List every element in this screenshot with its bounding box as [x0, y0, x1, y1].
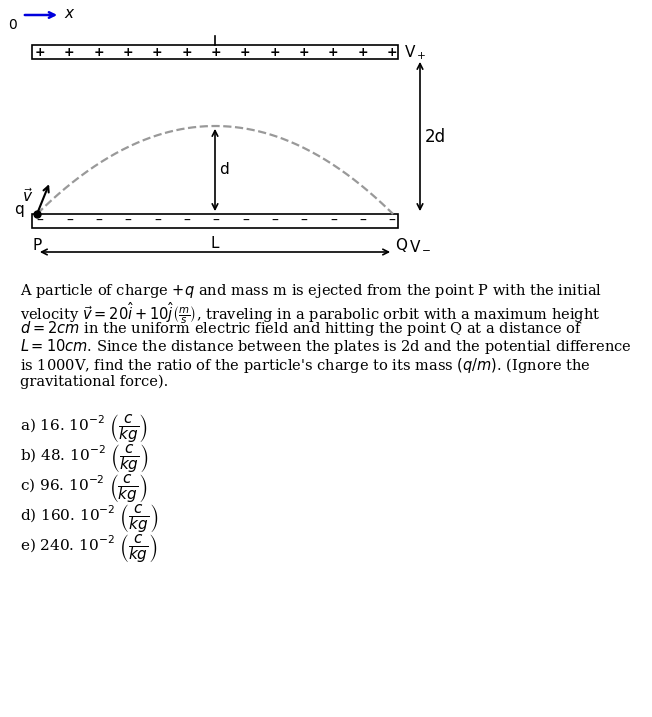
Text: –: – — [242, 214, 249, 228]
Text: –: – — [213, 214, 220, 228]
Text: e) 240. 10$^{-2}$ $\left(\dfrac{c}{kg}\right)$: e) 240. 10$^{-2}$ $\left(\dfrac{c}{kg}\r… — [20, 532, 158, 565]
Text: 0: 0 — [8, 18, 17, 32]
Text: x: x — [64, 6, 73, 21]
Text: q: q — [14, 201, 24, 217]
Text: +: + — [357, 45, 368, 59]
Text: +: + — [35, 45, 45, 59]
Text: +: + — [181, 45, 192, 59]
Text: Q: Q — [395, 238, 407, 253]
Text: +: + — [211, 45, 221, 59]
Text: c) 96. 10$^{-2}$ $\left(\dfrac{c}{kg}\right)$: c) 96. 10$^{-2}$ $\left(\dfrac{c}{kg}\ri… — [20, 472, 147, 505]
Text: –: – — [154, 214, 161, 228]
Text: +: + — [387, 45, 397, 59]
Text: +: + — [123, 45, 133, 59]
Text: A particle of charge $+q$ and mass m is ejected from the point P with the initia: A particle of charge $+q$ and mass m is … — [20, 282, 602, 300]
Text: –: – — [359, 214, 366, 228]
Text: P: P — [33, 238, 42, 253]
Text: +: + — [269, 45, 280, 59]
Text: gravitational force).: gravitational force). — [20, 374, 168, 389]
Text: +: + — [152, 45, 162, 59]
Text: –: – — [37, 214, 44, 228]
Text: +: + — [299, 45, 309, 59]
Text: V$_+$: V$_+$ — [404, 43, 426, 62]
Text: $L = 10cm$. Since the distance between the plates is 2d and the potential differ: $L = 10cm$. Since the distance between t… — [20, 338, 632, 356]
Text: –: – — [271, 214, 278, 228]
Text: V$_-$: V$_-$ — [409, 238, 432, 253]
Text: –: – — [183, 214, 190, 228]
Text: $\vec{v}$: $\vec{v}$ — [22, 187, 33, 205]
Text: d: d — [219, 163, 229, 178]
Bar — [32, 45, 398, 59]
Text: is 1000V, find the ratio of the particle's charge to its mass $(q/m)$. (Ignore t: is 1000V, find the ratio of the particle… — [20, 356, 591, 375]
Text: $d = 2cm$ in the uniform electric field and hitting the point Q at a distance of: $d = 2cm$ in the uniform electric field … — [20, 319, 583, 338]
Text: b) 48. 10$^{-2}$ $\left(\dfrac{c}{kg}\right)$: b) 48. 10$^{-2}$ $\left(\dfrac{c}{kg}\ri… — [20, 442, 149, 475]
Text: –: – — [95, 214, 102, 228]
Text: –: – — [389, 214, 395, 228]
Text: a) 16. 10$^{-2}$ $\left(\dfrac{c}{kg}\right)$: a) 16. 10$^{-2}$ $\left(\dfrac{c}{kg}\ri… — [20, 412, 148, 445]
Text: +: + — [64, 45, 74, 59]
Text: velocity $\vec{v} = 20\hat{i} + 10\hat{j}\left(\frac{m}{s}\right)$, traveling in: velocity $\vec{v} = 20\hat{i} + 10\hat{j… — [20, 300, 600, 326]
Text: d) 160. 10$^{-2}$ $\left(\dfrac{c}{kg}\right)$: d) 160. 10$^{-2}$ $\left(\dfrac{c}{kg}\r… — [20, 502, 158, 535]
Text: L: L — [211, 236, 219, 251]
Text: –: – — [66, 214, 73, 228]
Text: +: + — [240, 45, 250, 59]
Text: +: + — [328, 45, 338, 59]
Text: –: – — [330, 214, 337, 228]
Text: –: – — [125, 214, 132, 228]
Text: –: – — [301, 214, 308, 228]
Text: 2d: 2d — [425, 128, 446, 146]
Bar — [32, 214, 398, 228]
Text: +: + — [93, 45, 104, 59]
